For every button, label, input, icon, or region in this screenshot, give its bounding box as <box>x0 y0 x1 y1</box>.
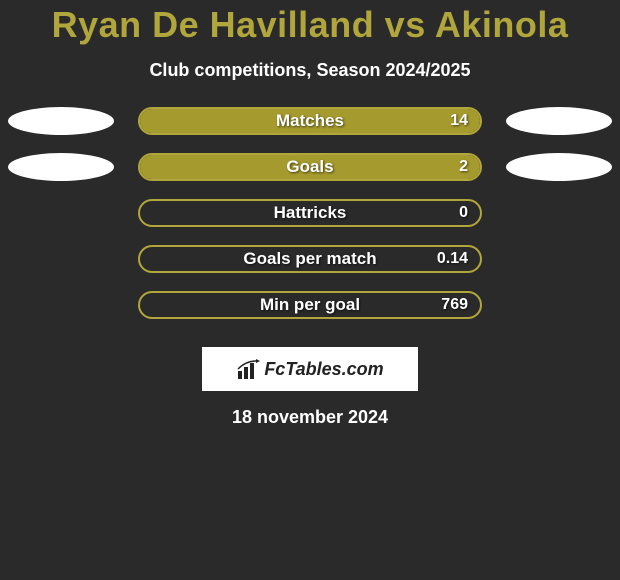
stat-bar: Goals 2 <box>138 153 482 181</box>
stat-value: 2 <box>459 158 468 176</box>
stat-bar: Min per goal 769 <box>138 291 482 319</box>
stat-value: 769 <box>441 296 468 314</box>
stat-row: Goals per match 0.14 <box>0 245 620 273</box>
stat-label: Goals <box>286 157 333 177</box>
stat-value: 0 <box>459 204 468 222</box>
stat-bar: Hattricks 0 <box>138 199 482 227</box>
logo-text: FcTables.com <box>264 359 383 380</box>
stat-row: Min per goal 769 <box>0 291 620 319</box>
logo-box: FcTables.com <box>202 347 418 391</box>
stat-value: 0.14 <box>437 250 468 268</box>
comparison-title: Ryan De Havilland vs Akinola <box>0 4 620 46</box>
right-ellipse <box>506 153 612 181</box>
comparison-subtitle: Club competitions, Season 2024/2025 <box>0 60 620 81</box>
left-ellipse <box>8 153 114 181</box>
stat-value: 14 <box>450 112 468 130</box>
stat-row: Hattricks 0 <box>0 199 620 227</box>
date-label: 18 november 2024 <box>0 407 620 428</box>
stat-row: Goals 2 <box>0 153 620 181</box>
stat-label: Min per goal <box>260 295 360 315</box>
stat-label: Matches <box>276 111 344 131</box>
stat-rows: Matches 14 Goals 2 Hattricks 0 Goals per match… <box>0 107 620 319</box>
stat-row: Matches 14 <box>0 107 620 135</box>
stat-label: Hattricks <box>274 203 347 223</box>
stat-label: Goals per match <box>243 249 376 269</box>
right-ellipse <box>506 107 612 135</box>
stat-bar: Goals per match 0.14 <box>138 245 482 273</box>
bars-icon <box>236 359 260 379</box>
stat-bar: Matches 14 <box>138 107 482 135</box>
left-ellipse <box>8 107 114 135</box>
